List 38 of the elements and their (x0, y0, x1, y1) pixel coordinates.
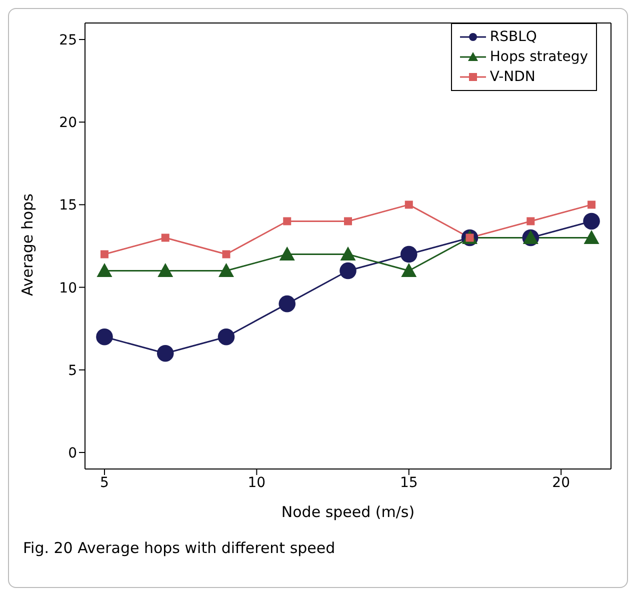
point (583, 212, 600, 230)
point (340, 262, 356, 280)
x-axis-title: Node speed (m/s) (281, 503, 415, 521)
point (344, 217, 352, 226)
point (218, 263, 234, 277)
y-axis-title: Average hops (18, 193, 36, 296)
point (278, 295, 296, 312)
point (401, 263, 417, 277)
x-tick-label: 15 (400, 474, 418, 491)
legend-label: Hops strategy (490, 48, 588, 67)
point (283, 217, 292, 226)
x-tick-label: 20 (552, 474, 570, 491)
point (156, 344, 174, 362)
point (218, 328, 235, 346)
point (340, 246, 356, 260)
point (96, 328, 113, 346)
point (584, 230, 600, 244)
point (161, 234, 170, 242)
point (158, 263, 174, 277)
y-tick-label: 20 (59, 115, 77, 132)
point (400, 246, 418, 263)
point (96, 263, 112, 277)
x-tick-label: 10 (248, 474, 266, 491)
x-tick-label: 5 (100, 474, 109, 491)
point (100, 250, 108, 258)
y-tick-label: 15 (59, 198, 77, 214)
legend-label: V-NDN (490, 68, 536, 87)
point (588, 200, 596, 209)
y-tick-label: 25 (59, 32, 77, 48)
point (222, 250, 230, 258)
legend-label: RSBLQ (490, 28, 537, 47)
point (279, 246, 295, 260)
y-tick-label: 0 (68, 445, 77, 462)
caption: Fig. 20 Average hops with different speed (23, 539, 336, 557)
y-tick-label: 5 (68, 362, 77, 379)
point (526, 217, 535, 226)
point (404, 200, 413, 209)
y-tick-label: 10 (59, 280, 77, 296)
